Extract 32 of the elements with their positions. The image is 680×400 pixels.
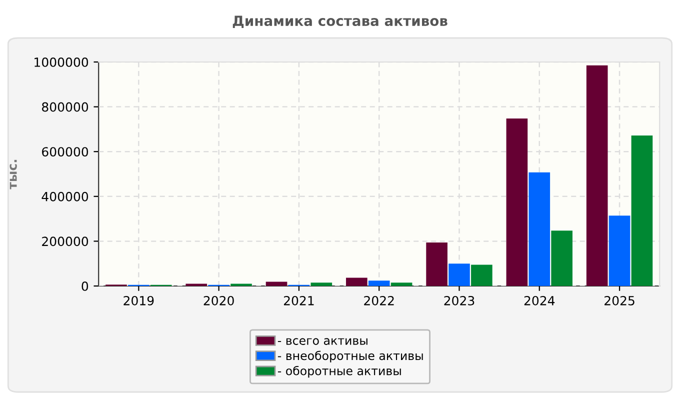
bar xyxy=(346,278,368,286)
x-tick-label: 2024 xyxy=(524,296,555,306)
x-tick-label: 2022 xyxy=(364,296,394,306)
bar xyxy=(266,282,288,286)
x-tick-label: 2019 xyxy=(124,296,154,306)
legend-label: - внеоборотные активы xyxy=(278,350,423,362)
bar xyxy=(608,216,630,286)
y-tick-label: 800000 xyxy=(42,102,88,112)
x-tick-label: 2025 xyxy=(604,296,634,306)
y-tick-label: 600000 xyxy=(42,147,88,157)
y-tick-label: 1000000 xyxy=(34,57,88,67)
y-tick-label: 400000 xyxy=(42,192,88,202)
bar xyxy=(551,230,572,286)
y-tick-label: 200000 xyxy=(42,236,88,246)
bar xyxy=(506,118,528,286)
bar xyxy=(426,242,448,286)
x-tick-label: 2023 xyxy=(444,296,474,306)
bar xyxy=(368,280,390,286)
bar xyxy=(310,282,332,286)
x-tick-label: 2021 xyxy=(284,296,314,306)
x-tick-label: 2020 xyxy=(204,296,234,306)
bar xyxy=(448,264,470,286)
bar xyxy=(528,172,550,286)
legend-label: - всего активы xyxy=(278,338,368,345)
bar xyxy=(471,264,492,286)
y-axis-title: тыс. xyxy=(10,160,17,190)
bar xyxy=(631,135,653,286)
bar xyxy=(390,282,412,286)
y-tick-label: 0 xyxy=(82,281,88,291)
chart-title: Динамика состава активов xyxy=(232,16,448,28)
legend-label: - оборотные активы xyxy=(278,366,401,378)
bar xyxy=(586,65,608,286)
